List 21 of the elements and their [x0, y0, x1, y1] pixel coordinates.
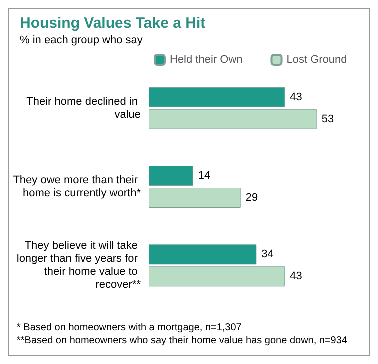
bar: [149, 266, 286, 287]
bar: [149, 188, 241, 208]
data-label: 34: [262, 248, 274, 261]
data-label: 14: [198, 170, 211, 182]
y-tick-label: Their home declined in value: [26, 96, 141, 121]
legend-label: Held their Own: [170, 54, 243, 66]
legend-label: Lost Ground: [286, 54, 348, 66]
data-label: 29: [246, 192, 258, 204]
chart-subtitle: % in each group who say: [20, 34, 144, 46]
data-label: 43: [290, 91, 302, 104]
data-label: 53: [322, 113, 334, 126]
text: **Based on homeowners who say their home value has gone down, n=934: [17, 336, 348, 346]
text: * Based on homeowners with a mortgage, n=1,307: [17, 322, 242, 334]
bar: [149, 244, 257, 265]
bar: [149, 166, 194, 186]
bar: [149, 87, 286, 108]
y-tick-label: They believe it will take longer than five years for their home value to recover**: [16, 240, 142, 292]
chart-title: Housing Values Take a Hit: [20, 15, 206, 32]
data-label: 43: [290, 270, 302, 283]
bar: [149, 109, 317, 130]
y-tick-label: They owe more than their home is currently worth*: [13, 174, 142, 200]
